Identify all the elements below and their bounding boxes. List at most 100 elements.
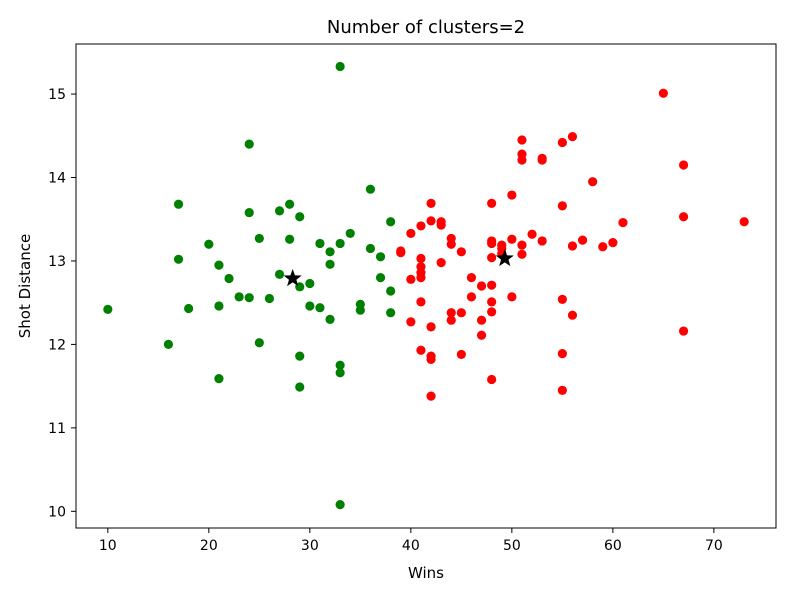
scatter-point [426, 322, 436, 332]
scatter-point [173, 199, 184, 209]
scatter-point [406, 228, 416, 239]
scatter-point [335, 500, 345, 510]
scatter-point [476, 315, 487, 325]
scatter-point [214, 301, 224, 311]
scatter-point [426, 198, 436, 208]
scatter-point [537, 155, 547, 165]
scatter-point [163, 339, 174, 350]
scatter-point [416, 273, 426, 283]
scatter-point [537, 236, 547, 246]
scatter-point [487, 280, 497, 290]
scatter-point [517, 240, 527, 250]
scatter-point [416, 253, 426, 264]
chart-title: Number of clusters=2 [327, 17, 525, 38]
scatter-point [446, 308, 456, 318]
scatter-point [436, 220, 446, 230]
scatter-point [103, 304, 113, 314]
scatter-point [254, 338, 264, 348]
scatter-point [678, 212, 689, 222]
scatter-point [557, 137, 567, 148]
axes-frame [75, 43, 777, 529]
scatter-point [466, 292, 477, 302]
scatter-point [557, 294, 567, 304]
scatter-point [456, 247, 466, 257]
y-tick-label: 14 [48, 171, 66, 187]
scatter-point [345, 228, 355, 239]
scatter-point [678, 160, 689, 170]
x-tick-label: 30 [301, 538, 319, 554]
scatter-point [184, 303, 194, 314]
scatter-point [466, 273, 477, 283]
scatter-point [476, 330, 487, 340]
y-tick-label: 15 [48, 87, 66, 103]
scatter-point [375, 273, 386, 283]
scatter-point [335, 61, 345, 72]
scatter-point [234, 292, 244, 302]
scatter-point [487, 253, 497, 263]
y-axis-label: Shot Distance [16, 234, 34, 338]
scatter-point [739, 217, 749, 227]
x-tick-label: 60 [604, 538, 622, 554]
scatter-point [406, 317, 416, 327]
scatter-point [315, 238, 325, 249]
scatter-point [567, 132, 578, 142]
scatter-point [426, 391, 436, 401]
scatter-point [557, 385, 567, 395]
scatter-point [487, 374, 497, 385]
scatter-point [436, 258, 446, 268]
cluster-centroid-star [283, 268, 302, 287]
scatter-point [557, 201, 567, 211]
scatter-point [527, 229, 537, 239]
scatter-point [507, 190, 517, 200]
scatter-point [577, 235, 588, 245]
scatter-point [416, 297, 426, 307]
scatter-point [325, 259, 335, 269]
scatter-point [335, 238, 345, 249]
cluster-centroid-star [495, 248, 514, 267]
scatter-point [173, 254, 184, 264]
scatter-point [295, 351, 305, 361]
scatter-point [325, 314, 335, 324]
scatter-point [315, 303, 325, 313]
scatter-point [416, 221, 426, 231]
x-tick-label: 10 [99, 538, 117, 554]
scatter-point [396, 248, 406, 258]
scatter-point [386, 217, 396, 227]
scatter-point [355, 305, 365, 315]
scatter-point [386, 308, 396, 318]
scatter-point [416, 345, 426, 355]
scatter-point [426, 354, 436, 365]
scatter-point [598, 242, 608, 252]
scatter-point [244, 139, 254, 149]
y-tick-label: 13 [48, 254, 66, 270]
scatter-point [426, 216, 436, 226]
scatter-point [295, 382, 305, 392]
scatter-point [487, 307, 497, 317]
scatter-point [274, 206, 285, 216]
scatter-point [365, 184, 376, 194]
scatter-point [274, 269, 285, 279]
x-tick-label: 20 [200, 538, 218, 554]
scatter-point [487, 297, 497, 307]
scatter-point [487, 198, 497, 208]
y-axis: 10 11 12 13 14 15 [48, 87, 76, 520]
scatter-point [305, 278, 315, 289]
scatter-point [254, 233, 264, 244]
scatter-point [325, 247, 335, 257]
scatter-point [386, 286, 396, 296]
scatter-point [335, 360, 345, 370]
scatter-point [446, 315, 456, 325]
plot-area [103, 61, 749, 510]
scatter-point [608, 238, 618, 248]
scatter-point [214, 260, 224, 270]
y-tick-label: 11 [48, 421, 66, 437]
x-tick-label: 70 [705, 538, 723, 554]
scatter-point [375, 252, 386, 262]
x-axis-label: Wins [408, 564, 444, 582]
scatter-point [507, 292, 517, 302]
scatter-point [365, 243, 376, 254]
scatter-point [204, 239, 214, 249]
scatter-point [507, 234, 517, 244]
x-axis: 10 20 30 40 50 60 70 [99, 528, 723, 554]
scatter-point [567, 241, 578, 251]
